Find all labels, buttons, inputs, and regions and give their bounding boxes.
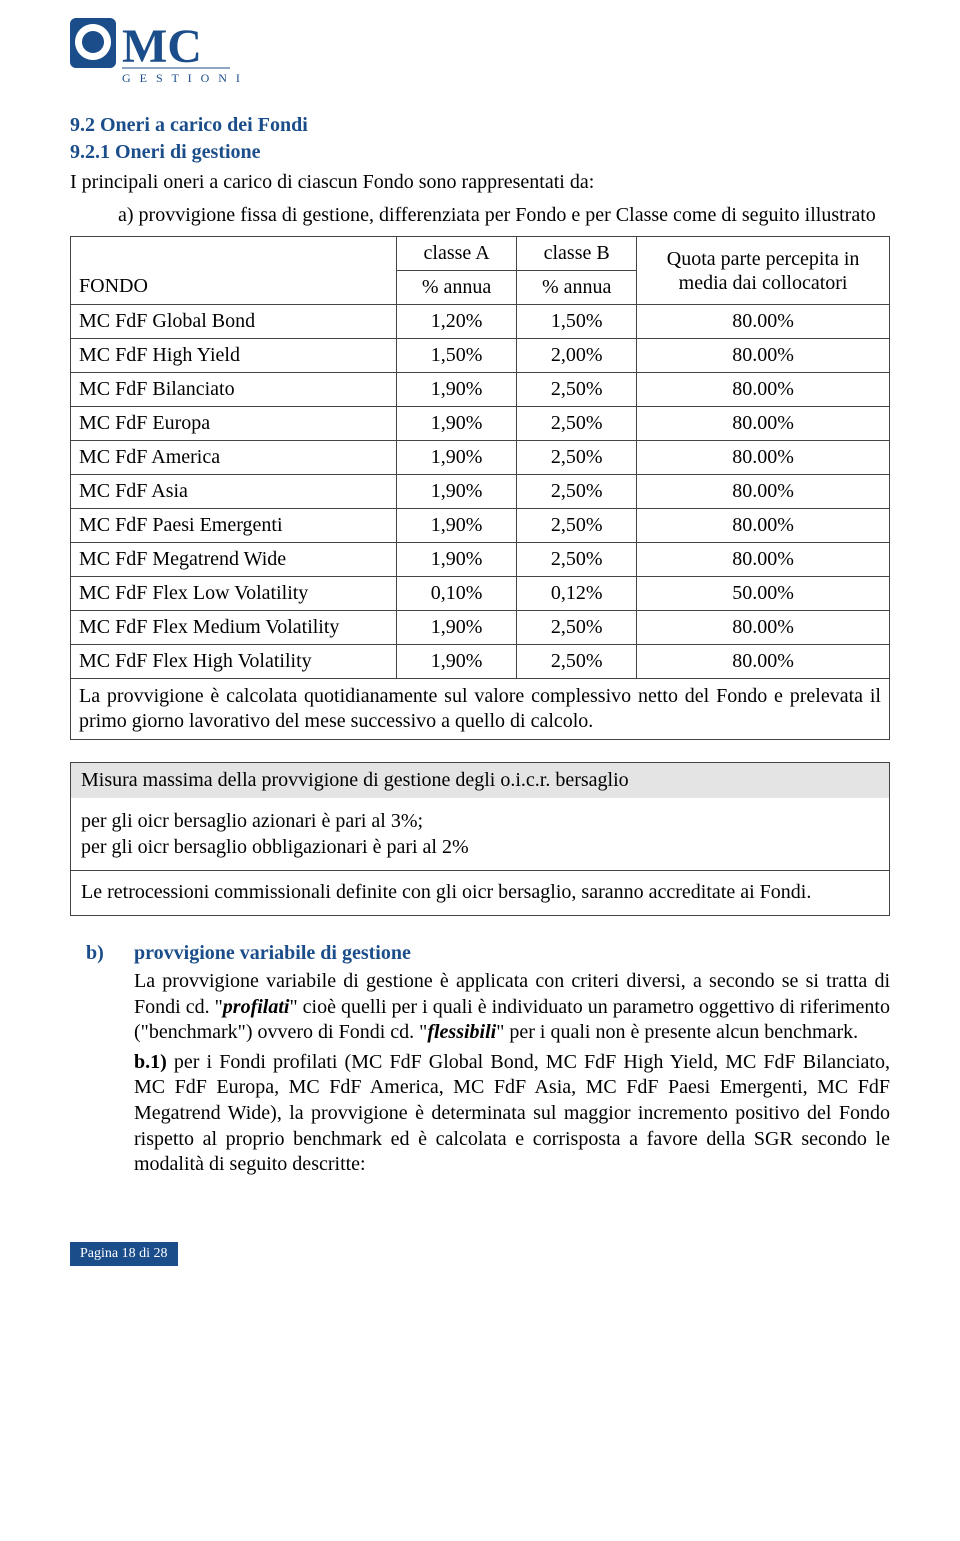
svg-text:G E S T I O N I: G E S T I O N I [122,71,240,85]
cell-classe-a: 1,90% [397,441,517,475]
section-b-title: provvigione variabile di gestione [134,942,890,965]
cell-classe-a: 1,90% [397,645,517,679]
section-heading-9-2-1: 9.2.1 Oneri di gestione [70,141,890,164]
cell-classe-a: 1,50% [397,339,517,373]
fees-table-head: FONDO classe A classe B Quota parte perc… [71,237,890,305]
cell-classe-b: 2,50% [517,645,637,679]
cell-classe-a: 1,90% [397,373,517,407]
b-p1-e: " per i quali non è presente alcun bench… [496,1021,858,1043]
cell-classe-b: 2,00% [517,339,637,373]
cell-classe-b: 0,12% [517,577,637,611]
intro-text: I principali oneri a carico di ciascun F… [70,170,890,195]
th-classe-b: classe B [517,237,637,271]
th-classe-a: classe A [397,237,517,271]
cell-quota: 80.00% [637,475,890,509]
table-row: MC FdF America1,90%2,50%80.00% [71,441,890,475]
fees-note-text: La provvigione è calcolata quotidianamen… [71,679,890,740]
b-p1-profilati: profilati [223,996,290,1018]
cell-quota: 80.00% [637,339,890,373]
th-classe-b-sub: % annua [517,271,637,305]
cell-quota: 80.00% [637,305,890,339]
mc-gestioni-logo-svg: MC G E S T I O N I [70,18,240,94]
table-row: MC FdF Flex High Volatility1,90%2,50%80.… [71,645,890,679]
svg-text:MC: MC [122,20,202,73]
b-p2-text: per i Fondi profilati (MC FdF Global Bon… [134,1051,890,1175]
page-footer: Pagina 18 di 28 [70,1242,178,1266]
cell-classe-a: 1,90% [397,407,517,441]
brand-logo: MC G E S T I O N I [70,0,890,106]
cell-classe-b: 2,50% [517,475,637,509]
cell-classe-b: 2,50% [517,373,637,407]
table-row: MC FdF Bilanciato1,90%2,50%80.00% [71,373,890,407]
th-quota-l2: media dai collocatori [679,272,848,294]
cell-fund-name: MC FdF Europa [71,407,397,441]
table-row: MC FdF Flex Low Volatility0,10%0,12%50.0… [71,577,890,611]
cell-classe-a: 1,90% [397,475,517,509]
table-row: MC FdF Asia1,90%2,50%80.00% [71,475,890,509]
cell-classe-a: 1,90% [397,509,517,543]
th-classe-a-sub: % annua [397,271,517,305]
cell-quota: 80.00% [637,645,890,679]
fees-table-body: MC FdF Global Bond1,20%1,50%80.00%MC FdF… [71,305,890,679]
cell-quota: 80.00% [637,373,890,407]
cell-quota: 80.00% [637,509,890,543]
cell-classe-a: 1,90% [397,611,517,645]
section-b-p2: b.1) per i Fondi profilati (MC FdF Globa… [134,1050,890,1178]
table-row: MC FdF High Yield1,50%2,00%80.00% [71,339,890,373]
table-row: MC FdF Paesi Emergenti1,90%2,50%80.00% [71,509,890,543]
b-p2-label: b.1) [134,1051,167,1073]
cell-quota: 80.00% [637,407,890,441]
cell-classe-b: 2,50% [517,407,637,441]
th-quota-l1: Quota parte percepita in [667,248,860,270]
cell-classe-a: 1,90% [397,543,517,577]
fees-note-row: La provvigione è calcolata quotidianamen… [71,679,890,740]
cell-classe-b: 2,50% [517,509,637,543]
oicr-box-body: per gli oicr bersaglio azionari è pari a… [70,798,890,916]
cell-classe-a: 0,10% [397,577,517,611]
table-row: MC FdF Megatrend Wide1,90%2,50%80.00% [71,543,890,577]
cell-fund-name: MC FdF Flex High Volatility [71,645,397,679]
oicr-line-3: Le retrocessioni commissionali definite … [81,879,879,905]
fees-table: FONDO classe A classe B Quota parte perc… [70,236,890,740]
table-row: MC FdF Europa1,90%2,50%80.00% [71,407,890,441]
oicr-divider [71,870,889,871]
oicr-line-2: per gli oicr bersaglio obbligazionari è … [81,834,879,860]
cell-fund-name: MC FdF High Yield [71,339,397,373]
intro-item-a: a) provvigione fissa di gestione, differ… [70,203,890,228]
table-row: MC FdF Flex Medium Volatility1,90%2,50%8… [71,611,890,645]
section-b-content: provvigione variabile di gestione La pro… [134,942,890,1182]
oicr-box-header: Misura massima della provvigione di gest… [70,762,890,798]
cell-fund-name: MC FdF America [71,441,397,475]
th-quota: Quota parte percepita in media dai collo… [637,237,890,305]
cell-fund-name: MC FdF Flex Medium Volatility [71,611,397,645]
cell-fund-name: MC FdF Paesi Emergenti [71,509,397,543]
oicr-line-1: per gli oicr bersaglio azionari è pari a… [81,808,879,834]
cell-classe-b: 2,50% [517,611,637,645]
cell-classe-b: 2,50% [517,441,637,475]
section-b: b) provvigione variabile di gestione La … [70,942,890,1182]
cell-quota: 80.00% [637,611,890,645]
cell-classe-b: 2,50% [517,543,637,577]
cell-quota: 80.00% [637,441,890,475]
section-b-p1: La provvigione variabile di gestione è a… [134,969,890,1046]
cell-fund-name: MC FdF Flex Low Volatility [71,577,397,611]
section-b-label: b) [70,942,134,965]
cell-fund-name: MC FdF Bilanciato [71,373,397,407]
cell-classe-a: 1,20% [397,305,517,339]
th-fondo: FONDO [71,237,397,305]
cell-quota: 50.00% [637,577,890,611]
section-heading-9-2: 9.2 Oneri a carico dei Fondi [70,114,890,137]
b-p1-flessibili: flessibili [427,1021,496,1043]
cell-fund-name: MC FdF Asia [71,475,397,509]
table-row: MC FdF Global Bond1,20%1,50%80.00% [71,305,890,339]
cell-fund-name: MC FdF Global Bond [71,305,397,339]
cell-quota: 80.00% [637,543,890,577]
cell-classe-b: 1,50% [517,305,637,339]
cell-fund-name: MC FdF Megatrend Wide [71,543,397,577]
